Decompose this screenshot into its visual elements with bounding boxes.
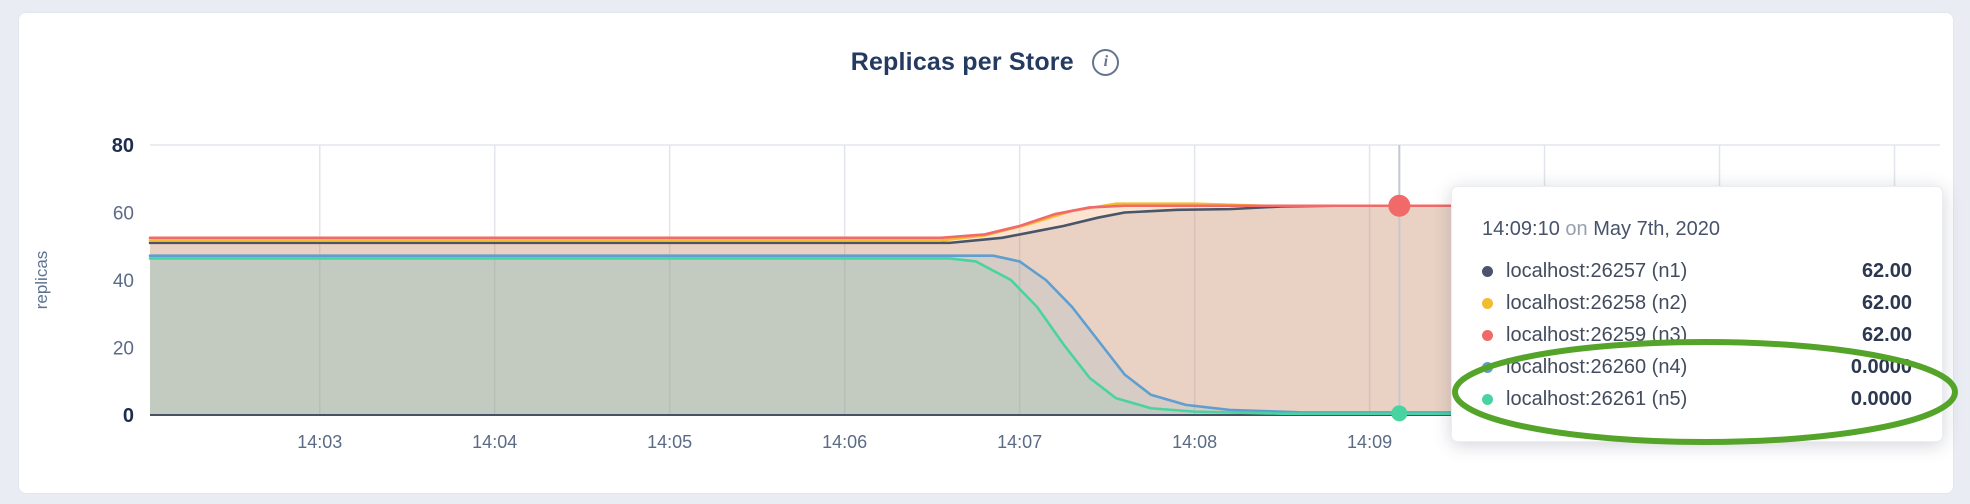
- series-label: localhost:26260 (n4): [1506, 355, 1688, 378]
- chart-tooltip: 14:09:10 on May 7th, 2020 localhost:2625…: [1451, 186, 1943, 442]
- chart-title: Replicas per Store: [850, 48, 1074, 76]
- y-axis-label: replicas: [32, 250, 51, 310]
- series-line: [148, 204, 1942, 240]
- series-color-dot: [1482, 329, 1493, 341]
- y-tick-label: 80: [112, 135, 134, 157]
- series-color-dot: [1482, 361, 1493, 373]
- series-label: localhost:26259 (n3): [1506, 323, 1688, 346]
- y-tick-label: 60: [113, 204, 134, 225]
- series-label: localhost:26261 (n5): [1506, 387, 1688, 410]
- series-area: [150, 255, 1940, 415]
- crosshair-dot: [1391, 405, 1408, 422]
- tooltip-row: localhost:26260 (n4) 0.0000: [1482, 351, 1912, 383]
- x-tick-label: 14:03: [297, 432, 342, 452]
- crosshair-dot: [1388, 194, 1411, 217]
- x-tick-label: 14:07: [997, 432, 1042, 452]
- series-line: [148, 257, 1942, 416]
- y-tick-label: 40: [113, 271, 134, 292]
- info-icon[interactable]: i: [1092, 49, 1120, 76]
- x-tick-label: 14:06: [822, 432, 867, 452]
- tooltip-row: localhost:26259 (n3) 62.00: [1482, 319, 1912, 351]
- tooltip-timestamp: 14:09:10 on May 7th, 2020: [1482, 213, 1912, 245]
- series-color-dot: [1482, 297, 1493, 309]
- y-tick-label: 20: [113, 339, 134, 360]
- chart-header: Replicas per Store i: [0, 48, 1970, 77]
- series-area: [150, 258, 1940, 415]
- series-label: localhost:26257 (n1): [1506, 259, 1688, 282]
- series-value: 62.00: [1861, 259, 1912, 282]
- tooltip-legend: localhost:26257 (n1) 62.00 localhost:262…: [1482, 255, 1912, 415]
- series-value: 62.00: [1861, 323, 1912, 346]
- x-tick-label: 14:09: [1347, 432, 1392, 452]
- y-tick-label: 0: [123, 405, 134, 427]
- series-color-dot: [1482, 265, 1493, 277]
- series-value: 0.0000: [1850, 387, 1912, 410]
- x-tick-label: 14:04: [472, 432, 517, 452]
- series-line: [148, 254, 1942, 415]
- x-tick-label: 14:05: [647, 432, 692, 452]
- tooltip-row: localhost:26257 (n1) 62.00: [1482, 255, 1912, 287]
- tooltip-time: 14:09:10: [1482, 218, 1560, 240]
- series-value: 0.0000: [1850, 355, 1912, 378]
- tooltip-row: localhost:26261 (n5) 0.0000: [1482, 383, 1912, 415]
- series-color-dot: [1482, 393, 1493, 405]
- tooltip-date: May 7th, 2020: [1593, 218, 1720, 240]
- series-label: localhost:26258 (n2): [1506, 291, 1688, 314]
- series-value: 62.00: [1861, 291, 1912, 314]
- x-tick-label: 14:08: [1172, 432, 1217, 452]
- tooltip-connector: on: [1565, 218, 1588, 240]
- tooltip-row: localhost:26258 (n2) 62.00: [1482, 287, 1912, 319]
